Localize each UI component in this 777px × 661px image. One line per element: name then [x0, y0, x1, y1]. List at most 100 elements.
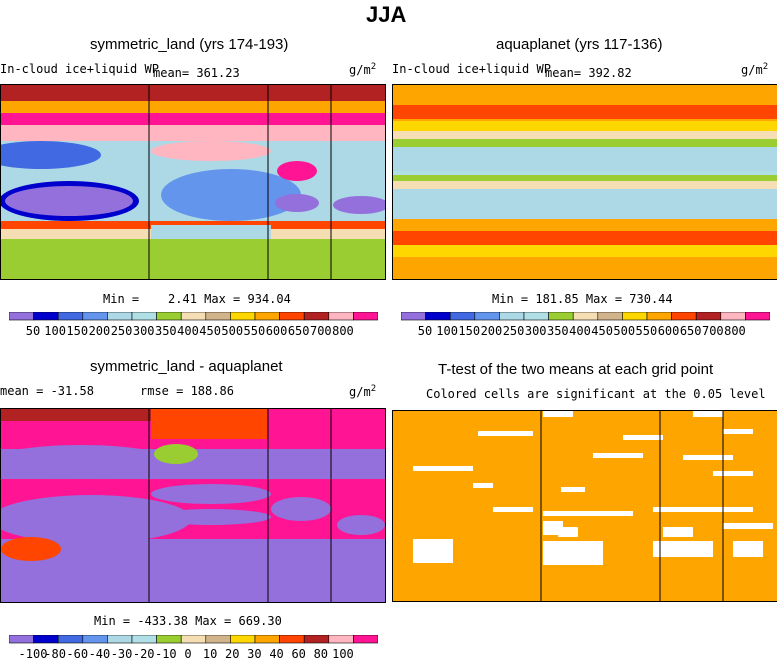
panel3-units: g/m2 — [349, 384, 376, 399]
units-base: g/m — [349, 385, 371, 399]
blob — [1, 537, 61, 561]
colorbar-tick-label: 80 — [314, 647, 328, 661]
band — [393, 147, 777, 171]
colorbar-tick-label: 250 — [111, 324, 133, 338]
colorbar-swatch — [401, 312, 426, 321]
band — [1, 85, 385, 101]
panel3-map — [0, 408, 386, 603]
band — [393, 231, 777, 245]
panel2-svg — [393, 85, 777, 279]
colorbar-tick-label: 100 — [332, 647, 354, 661]
panel4-subtitle: Colored cells are significant at the 0.0… — [426, 387, 766, 401]
colorbar-svg: 50 100 150 200 250 300 350 400 450 500 550 600 650 70… — [401, 312, 770, 338]
colorbar-swatch — [597, 312, 623, 321]
colorbar-tick-label: 40 — [269, 647, 283, 661]
blob — [271, 497, 331, 521]
main-title: JJA — [366, 2, 407, 27]
cell — [653, 541, 713, 557]
colorbar-tick-label: 200 — [89, 324, 111, 338]
colorbar-tick-label: -20 — [133, 647, 155, 661]
colorbar-tick-label: 650 — [288, 324, 310, 338]
colorbar-swatch — [254, 312, 280, 321]
colorbar-swatch — [33, 635, 59, 644]
band — [393, 175, 777, 181]
band — [393, 189, 777, 219]
colorbar-svg: -100-80 -60 -40 -30 -20 -10 0 10 20 30 40 60 80 100 — [9, 635, 378, 661]
band — [393, 181, 777, 189]
colorbar-swatch — [9, 635, 34, 644]
blob — [1, 445, 171, 477]
cell — [733, 541, 763, 557]
panel2-units: g/m2 — [741, 62, 768, 77]
panel3-title: symmetric_land - aquaplanet — [90, 358, 283, 375]
colorbar-tick-label: 700 — [702, 324, 724, 338]
colorbar-swatch — [9, 312, 34, 321]
cell — [693, 411, 723, 417]
band — [393, 245, 777, 257]
colorbar-tick-label: 100 — [44, 324, 66, 338]
colorbar-tick-label: -30 — [111, 647, 133, 661]
colorbar-swatch — [107, 635, 133, 644]
colorbar-tick-label: 10 — [203, 647, 217, 661]
colorbar-swatch — [622, 312, 648, 321]
colorbar-swatch — [474, 312, 500, 321]
cell — [543, 541, 603, 565]
insignificant-cells — [413, 411, 773, 565]
blob — [161, 169, 301, 221]
cell — [723, 429, 753, 434]
panel1-mean: mean= 361.23 — [153, 66, 240, 80]
panel3-svg — [1, 409, 385, 602]
colorbar-swatch — [646, 312, 672, 321]
band — [393, 121, 777, 131]
panel3-minmax: Min = -433.38 Max = 669.30 — [94, 614, 282, 628]
panel1-variable: In-cloud ice+liquid WP — [0, 62, 159, 76]
blob — [275, 194, 319, 212]
colorbar-tick-label: 100 — [436, 324, 458, 338]
panel2-map — [392, 84, 777, 280]
panel1-units: g/m2 — [349, 62, 376, 77]
colorbar-swatch — [57, 635, 84, 644]
colorbar-tick-label: 350 — [547, 324, 569, 338]
colorbar-tick-label: -10 — [155, 647, 177, 661]
colorbar-swatch — [303, 635, 330, 644]
cell — [653, 507, 753, 512]
colorbar-swatch — [353, 312, 378, 321]
colorbar-panel1: 50 100 150 200 250 300 350 400 450 500 550 600 650 70… — [9, 312, 378, 348]
colorbar-tick-label: 150 — [458, 324, 480, 338]
panel2-minmax: Min = 181.85 Max = 730.44 — [492, 292, 673, 306]
units-exp: 2 — [762, 62, 769, 72]
colorbar-tick-label: -80 — [44, 647, 66, 661]
colorbar-tick-label: 60 — [291, 647, 305, 661]
units-exp: 2 — [370, 62, 377, 72]
colorbar-swatch — [695, 312, 722, 321]
panel2-title: aquaplanet (yrs 117-136) — [496, 36, 663, 53]
colorbar-tick-label: -100 — [19, 647, 48, 661]
cell — [561, 487, 585, 492]
blob — [5, 186, 133, 216]
cell — [663, 527, 693, 537]
panel2-mean: mean= 392.82 — [545, 66, 632, 80]
colorbar-tick-label: 50 — [26, 324, 40, 338]
colorbar-tick-label: 450 — [199, 324, 221, 338]
colorbar-tick-label: 350 — [155, 324, 177, 338]
colorbar-tick-label: 800 — [332, 324, 354, 338]
blob — [151, 509, 271, 525]
cell — [543, 511, 633, 516]
cell — [713, 471, 753, 476]
cell — [558, 527, 578, 537]
panel3-rmse: rmse = 188.86 — [140, 384, 234, 398]
colorbar-tick-label: 650 — [680, 324, 702, 338]
blob — [277, 161, 317, 181]
colorbar-swatch — [279, 635, 305, 644]
colorbar-tick-label: 600 — [658, 324, 680, 338]
panel2-variable: In-cloud ice+liquid WP — [392, 62, 551, 76]
colorbar-svg: 50 100 150 200 250 300 350 400 450 500 550 600 650 70… — [9, 312, 378, 338]
colorbar-swatch — [671, 312, 697, 321]
panel4-title: T-test of the two means at each grid poi… — [438, 361, 714, 378]
colorbar-tick-label: 200 — [481, 324, 503, 338]
units-base: g/m — [349, 63, 371, 77]
blob — [151, 141, 271, 161]
colorbar-swatch — [328, 312, 354, 321]
colorbar-panel2: 50 100 150 200 250 300 350 400 450 500 550 600 650 70… — [401, 312, 770, 348]
colorbar-swatch — [33, 312, 59, 321]
